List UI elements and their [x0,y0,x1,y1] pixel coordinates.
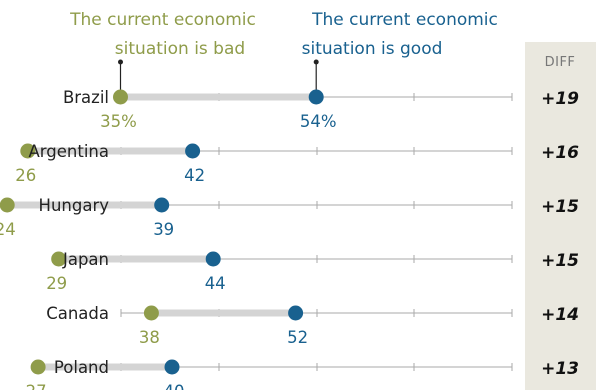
country-label: Canada [46,304,109,323]
diff-value: +19 [541,89,579,109]
value-label-good: 44 [205,274,226,293]
dot-bad [113,89,128,105]
country-label: Poland [54,358,109,377]
value-label-bad: 29 [46,274,67,293]
dot-bad [51,251,67,267]
diff-column-background [525,42,596,390]
diff-value: +15 [541,251,579,271]
diff-value: +13 [541,359,579,379]
diff-value: +16 [541,143,579,163]
legend-good-line1: The current economic [311,10,498,30]
country-label: Hungary [39,196,110,215]
value-label-bad: 24 [0,220,16,239]
dot-good [308,89,324,105]
value-label-good: 54% [300,112,337,131]
dot-bad [143,305,159,321]
country-label: Argentina [29,142,110,161]
dot-bad [30,359,46,375]
diff-value: +15 [541,197,579,217]
legend-bad-line1: The current economic [69,10,256,30]
value-label-bad: 26 [15,166,36,185]
value-label-bad: 38 [139,328,160,347]
dot-bad [0,197,15,213]
country-label: Japan [62,250,109,269]
value-label-good: 42 [184,166,205,185]
dot-bad [20,143,36,159]
dot-good [288,305,304,321]
country-label: Brazil [63,88,109,107]
legend-bad-line2: situation is bad [115,39,245,59]
diff-value: +14 [541,305,579,325]
value-label-bad: 35% [100,112,137,131]
dot-good [164,359,180,375]
diff-header: DIFF [545,55,576,70]
chart-rows: Brazil 35% 54% +19 Argentina 26 42 +16 Hungary 24… [0,59,579,390]
dot-good [154,197,170,213]
legend-pointer-bad-dot [118,59,123,65]
value-label-bad: 27 [26,382,47,390]
legend-pointer-good-dot [313,59,319,65]
legend-good-line2: situation is good [302,39,443,59]
value-label-good: 39 [153,220,174,239]
value-label-good: 52 [287,328,308,347]
legend: The current economic situation is bad Th… [69,10,498,59]
dot-good [205,251,221,267]
value-label-good: 40 [164,382,185,390]
dot-good [185,143,201,159]
